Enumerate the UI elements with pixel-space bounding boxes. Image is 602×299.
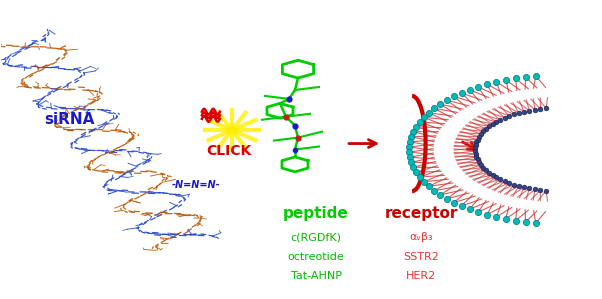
Text: peptide: peptide — [283, 206, 349, 221]
Text: receptor: receptor — [385, 206, 458, 221]
Text: Tat-AHNP: Tat-AHNP — [291, 271, 341, 281]
Text: octreotide: octreotide — [288, 252, 344, 262]
Text: CLICK: CLICK — [206, 144, 252, 158]
Text: HER2: HER2 — [406, 271, 436, 281]
Text: siRNA: siRNA — [45, 112, 95, 127]
Text: αᵥβ₃: αᵥβ₃ — [409, 232, 433, 242]
Text: c(RGDfK): c(RGDfK) — [291, 232, 341, 242]
Text: SSTR2: SSTR2 — [403, 252, 439, 262]
Text: -N=N=N-: -N=N=N- — [172, 180, 220, 190]
